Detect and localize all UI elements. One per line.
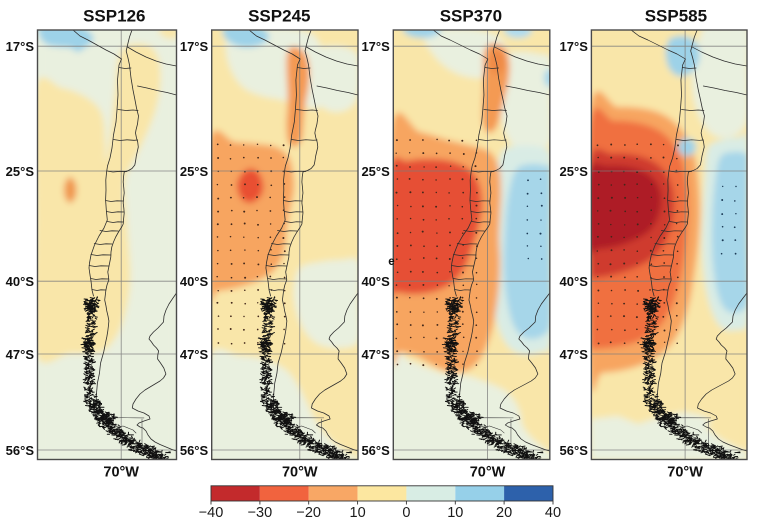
svg-text:17°S: 17°S <box>180 39 209 54</box>
svg-text:25°S: 25°S <box>560 164 589 179</box>
svg-text:17°S: 17°S <box>361 39 390 54</box>
svg-text:SSP245: SSP245 <box>248 7 310 26</box>
svg-text:56°S: 56°S <box>6 443 35 458</box>
svg-text:70°W: 70°W <box>103 465 139 481</box>
svg-text:17°S: 17°S <box>6 39 35 54</box>
svg-text:40°S: 40°S <box>361 274 390 289</box>
svg-text:−20: −20 <box>296 505 321 521</box>
svg-text:−30: −30 <box>248 505 273 521</box>
svg-text:70°W: 70°W <box>282 465 318 481</box>
svg-text:10: 10 <box>350 505 366 521</box>
svg-text:56°S: 56°S <box>361 443 390 458</box>
svg-text:40°S: 40°S <box>560 274 589 289</box>
svg-text:56°S: 56°S <box>180 443 209 458</box>
svg-text:25°S: 25°S <box>361 164 390 179</box>
svg-text:−40: −40 <box>199 505 224 521</box>
svg-text:47°S: 47°S <box>180 347 209 362</box>
svg-text:40: 40 <box>545 505 561 521</box>
svg-text:40°S: 40°S <box>6 274 35 289</box>
svg-text:70°W: 70°W <box>667 465 703 481</box>
svg-text:56°S: 56°S <box>560 443 589 458</box>
svg-text:47°S: 47°S <box>361 347 390 362</box>
svg-text:e: e <box>388 256 394 268</box>
svg-text:47°S: 47°S <box>560 347 589 362</box>
svg-text:10: 10 <box>447 505 463 521</box>
svg-text:20: 20 <box>496 505 512 521</box>
svg-text:SSP585: SSP585 <box>645 7 707 26</box>
svg-text:70°W: 70°W <box>470 465 506 481</box>
svg-text:17°S: 17°S <box>560 39 589 54</box>
svg-text:47°S: 47°S <box>6 347 35 362</box>
svg-text:40°S: 40°S <box>180 274 209 289</box>
svg-text:25°S: 25°S <box>180 164 209 179</box>
svg-text:25°S: 25°S <box>6 164 35 179</box>
svg-text:SSP126: SSP126 <box>83 7 145 26</box>
svg-text:0: 0 <box>402 505 410 521</box>
svg-text:SSP370: SSP370 <box>440 7 502 26</box>
